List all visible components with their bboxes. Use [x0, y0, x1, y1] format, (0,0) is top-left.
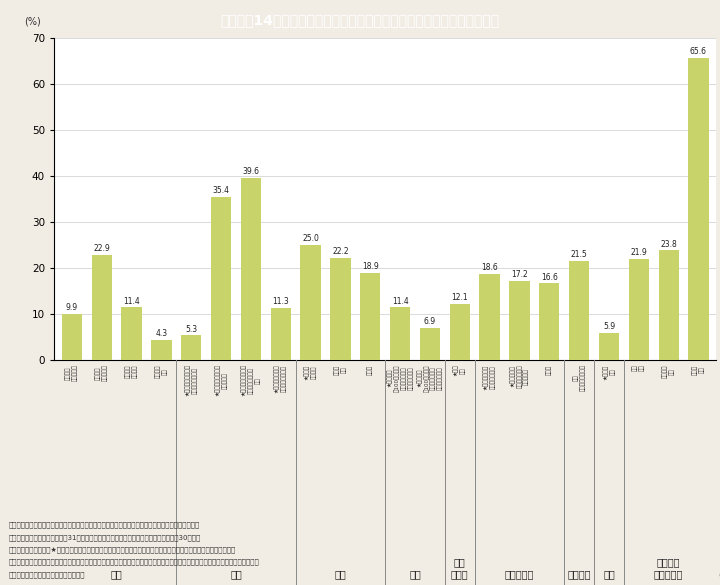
Text: 国会議員
（衆議院）: 国会議員 （衆議院） [66, 364, 78, 381]
Text: その他の
専門的職業: その他の 専門的職業 [654, 558, 683, 579]
Text: ★民間企業
（100人以上）
における管理職
（課長相当職）: ★民間企業 （100人以上） における管理職 （課長相当職） [387, 364, 413, 392]
Text: Ｉ－１－14図　各分野における主な「指導的地位」に女性が占める割合: Ｉ－１－14図 各分野における主な「指導的地位」に女性が占める割合 [220, 13, 500, 27]
Text: 農林
水産業: 農林 水産業 [451, 558, 469, 579]
Text: 22.2: 22.2 [332, 247, 348, 256]
Text: 25.0: 25.0 [302, 234, 319, 243]
Text: 11.4: 11.4 [123, 297, 140, 305]
Text: 都道府県
議会議員: 都道府県 議会議員 [125, 364, 138, 378]
Text: 教育・研究: 教育・研究 [505, 569, 534, 579]
Bar [688, 58, 708, 360]
Text: 39.6: 39.6 [243, 167, 259, 176]
Text: 21.5: 21.5 [571, 250, 588, 259]
Text: 薬剤師
＊＊: 薬剤師 ＊＊ [692, 364, 705, 374]
Bar [151, 340, 171, 360]
Text: また，「国家公務員採用者（総合職試験）」は，直接的に指導的地位を示す指標ではないが，将来的に指導的地位に: また，「国家公務員採用者（総合職試験）」は，直接的に指導的地位を示す指標ではない… [9, 559, 259, 565]
Bar [390, 307, 410, 360]
Text: 9.9: 9.9 [66, 304, 78, 312]
Text: 行政: 行政 [230, 569, 242, 579]
Bar [629, 259, 649, 360]
Text: 裁判官
＊＊: 裁判官 ＊＊ [334, 364, 347, 374]
Text: なお，★印は，第４次男女共同参画基本計画において当該項目が成果目標として掲げられているもの。: なお，★印は，第４次男女共同参画基本計画において当該項目が成果目標として掲げられ… [9, 546, 236, 553]
Bar [420, 328, 440, 360]
Text: 医師
＊＊: 医師 ＊＊ [633, 364, 645, 371]
Bar [240, 178, 261, 360]
Bar [569, 261, 589, 360]
Bar [450, 304, 470, 360]
Text: 65.6: 65.6 [690, 47, 707, 56]
Text: 12.1: 12.1 [451, 293, 468, 302]
Text: (%): (%) [24, 17, 41, 27]
Bar [211, 197, 231, 360]
Bar [330, 258, 351, 360]
Text: メディア: メディア [567, 569, 591, 579]
Text: 5.9: 5.9 [603, 322, 615, 331]
Text: 6.9: 6.9 [424, 317, 436, 326]
Text: ★自治会
長＊: ★自治会 長＊ [603, 364, 616, 380]
Text: 国会議員
（参議院）: 国会議員 （参議院） [96, 364, 108, 381]
Text: ★検察官
（検事）: ★検察官 （検事） [305, 364, 317, 380]
Text: 35.4: 35.4 [212, 186, 230, 195]
Bar [271, 308, 291, 360]
Bar [122, 307, 142, 360]
Bar [599, 333, 619, 360]
Text: 18.6: 18.6 [481, 263, 498, 273]
Text: 4.3: 4.3 [156, 329, 168, 338]
Text: ２．原則として平成31／令和元年値。ただし，＊は令和２年値，＊＊は平成30年値。: ２．原則として平成31／令和元年値。ただし，＊は令和２年値，＊＊は平成30年値。 [9, 534, 201, 541]
Text: 16.6: 16.6 [541, 273, 558, 281]
Text: ★農業
委員: ★農業 委員 [454, 364, 466, 376]
Text: (分野): (分野) [718, 570, 720, 579]
Text: 23.8: 23.8 [660, 239, 677, 249]
Text: 5.3: 5.3 [185, 325, 197, 333]
Bar [300, 245, 320, 360]
Text: ★大学教授等
（学長・副学長
及び教授）: ★大学教授等 （学長・副学長 及び教授） [510, 364, 529, 388]
Text: 雇用: 雇用 [409, 569, 421, 579]
Text: 政治: 政治 [111, 569, 122, 579]
Bar [181, 335, 202, 360]
Bar [509, 281, 530, 360]
Text: 21.9: 21.9 [631, 248, 647, 257]
Bar [91, 254, 112, 360]
Text: ★民間企業
（100人以上）
における管理職
（部長相当職）: ★民間企業 （100人以上） における管理職 （部長相当職） [417, 364, 444, 392]
Bar [539, 284, 559, 360]
Bar [360, 273, 380, 360]
Text: 歯科医師
＊＊: 歯科医師 ＊＊ [662, 364, 675, 378]
Bar [480, 274, 500, 360]
Text: 17.2: 17.2 [511, 270, 528, 279]
Text: 18.9: 18.9 [362, 262, 379, 271]
Text: ★国家公務員採用者
（総合職試験）＊: ★国家公務員採用者 （総合職試験）＊ [185, 364, 197, 397]
Text: （備考）　１．内閣府「女性の政策・方針決定参画状況調べ」（令和元年度）より一部情報を更新。: （備考） １．内閣府「女性の政策・方針決定参画状況調べ」（令和元年度）より一部情… [9, 522, 200, 528]
Text: 研究者: 研究者 [546, 364, 552, 374]
Text: 11.4: 11.4 [392, 297, 408, 305]
Text: 弁護士: 弁護士 [367, 364, 373, 374]
Text: 地域: 地域 [603, 569, 615, 579]
Text: 就く可能性の高いもの。: 就く可能性の高いもの。 [9, 571, 85, 577]
Bar [62, 314, 82, 360]
Text: 司法: 司法 [335, 569, 346, 579]
Bar [659, 250, 679, 360]
Text: ★都道府県における
本庁課長相当職の
職員: ★都道府県における 本庁課長相当職の 職員 [241, 364, 261, 397]
Text: 22.9: 22.9 [94, 244, 110, 253]
Text: 都道府県
知事: 都道府県 知事 [155, 364, 168, 378]
Text: 11.3: 11.3 [272, 297, 289, 306]
Text: ★本省課室長相当の
国家公務員: ★本省課室長相当の 国家公務員 [215, 364, 228, 397]
Text: ★都道府県・指定
都市の国家公務員: ★都道府県・指定 都市の国家公務員 [274, 364, 287, 393]
Text: ★初等中等教育
機関の教頭以上: ★初等中等教育 機関の教頭以上 [483, 364, 496, 390]
Text: 記者
（日本新聞協会）: 記者 （日本新聞協会） [573, 364, 585, 391]
